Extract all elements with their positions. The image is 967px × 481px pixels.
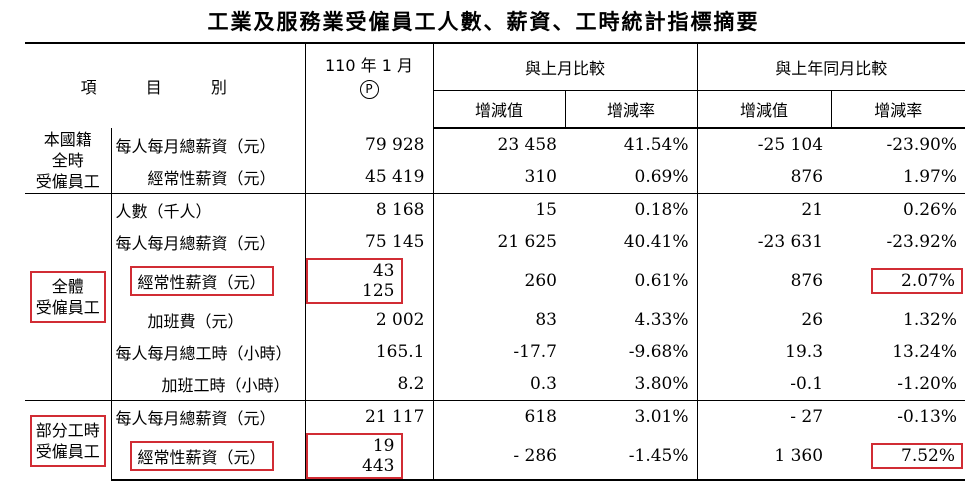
- yoy-change-rate: -0.13%: [831, 400, 966, 433]
- highlight-box: 部分工時 受僱員工: [29, 414, 106, 467]
- statistics-table: 項 目 別 110 年 1 月 P 與上月比較 與上年同月比較 增減值 增減率 …: [25, 42, 966, 481]
- mom-change-rate: 0.69%: [634, 167, 689, 187]
- period-value: 79 928: [304, 128, 433, 161]
- mom-change-rate: 3.01%: [565, 400, 698, 433]
- table-row: 加班費（元） 2 002 83 4.33% 26 1.32%: [25, 304, 965, 336]
- table-row: 本國籍 全時 受僱員工 每人每月總薪資（元） 79 928 23 458 41.54…: [25, 128, 965, 194]
- table-row: 全體 受僱員工 人數（千人） 8 168 15 0.18% 21 0.26%: [25, 193, 966, 401]
- period-value: 165.1: [304, 336, 433, 368]
- yoy-change-rate: -23.92%: [886, 232, 958, 252]
- table-row: 經常性薪資（元） 45 419 310 0.69% 876 1.97%: [25, 161, 965, 194]
- row-item: 經常性薪資（元）: [111, 258, 305, 304]
- yoy-change-rate: 13.24%: [892, 342, 958, 362]
- row-item: 加班工時（小時）: [161, 376, 290, 395]
- group-label-parttime: 部分工時 受僱員工: [25, 400, 112, 480]
- yoy-change-rate: 1.32%: [903, 310, 958, 330]
- table-row: 經常性薪資（元） 43 125 260 0.61% 876 2.07%: [25, 258, 965, 304]
- table-row: 部分工時 受僱員工 每人每月總薪資（元） 21 117 618 3.01% - 2…: [25, 400, 966, 480]
- mom-change-rate: 41.54%: [623, 135, 689, 155]
- row-item: 每人每月總薪資（元）: [115, 234, 276, 253]
- period-column-header: 110 年 1 月 P: [304, 42, 433, 128]
- table-row: 每人每月總工時（小時） 165.1 -17.7 -9.68% 19.3 13.2…: [25, 336, 965, 368]
- mom-change-rate-header: 增減率: [564, 90, 698, 129]
- row-item: 人數（千人）: [111, 193, 305, 226]
- period-value: 2 002: [304, 304, 433, 336]
- highlight-box: 19 443: [305, 433, 403, 479]
- mom-change-value-header: 增減值: [432, 90, 565, 129]
- table-row: 每人每月總薪資（元） 75 145 21 625 40.41% -23 631 …: [25, 226, 965, 258]
- highlight-box: 43 125: [305, 258, 403, 304]
- table-row: 經常性薪資（元） 19 443 - 286 -1.45% 1 360 7.52%: [25, 433, 966, 481]
- mom-change-rate: -9.68%: [628, 342, 689, 362]
- report-title: 工業及服務業受僱員工人數、薪資、工時統計指標摘要: [207, 10, 760, 34]
- yoy-change-value: 876: [696, 161, 832, 194]
- mom-change-value: - 286: [432, 433, 565, 481]
- period-value: 8 168: [304, 193, 433, 226]
- yoy-change-value: -0.1: [696, 368, 832, 401]
- highlight-box: 2.07%: [871, 268, 964, 294]
- yoy-change-rate: 1.97%: [903, 167, 958, 187]
- highlight-box: 經常性薪資（元）: [129, 441, 274, 471]
- highlight-box: 7.52%: [871, 443, 964, 469]
- period-value: 43 125: [304, 258, 433, 304]
- mom-change-value: 310: [432, 161, 565, 194]
- period-value: 19 443: [304, 433, 433, 481]
- highlight-box: 全體 受僱員工: [29, 271, 106, 323]
- item-column-header: 項 目 別: [25, 42, 305, 128]
- yoy-change-value: -23 631: [696, 226, 832, 258]
- group-label-all-employees: 全體 受僱員工: [25, 193, 112, 401]
- row-item: 每人每月總薪資（元）: [115, 136, 276, 156]
- mom-change-rate: 3.80%: [634, 374, 689, 394]
- row-item: 加班費（元）: [147, 312, 244, 331]
- preliminary-mark-icon: P: [359, 80, 379, 99]
- period-value: 21 117: [304, 400, 433, 433]
- mom-change-rate: -1.45%: [565, 433, 698, 481]
- period-value: 45 419: [304, 161, 433, 194]
- yoy-change-value-header: 增減值: [696, 90, 832, 129]
- period-value: 75 145: [304, 226, 433, 258]
- yoy-change-value: 26: [696, 304, 832, 336]
- mom-change-rate: 0.61%: [634, 271, 689, 291]
- yoy-change-value: -25 104: [696, 128, 832, 161]
- mom-change-rate: 0.18%: [565, 193, 698, 226]
- period-value: 8.2: [304, 368, 433, 401]
- yoy-change-rate: 0.26%: [831, 193, 966, 226]
- mom-change-rate: 40.41%: [623, 232, 689, 252]
- yoy-change-value: 19.3: [696, 336, 832, 368]
- mom-change-value: 21 625: [432, 226, 565, 258]
- mom-change-rate: 4.33%: [634, 310, 689, 330]
- mom-group-header: 與上月比較: [432, 42, 698, 91]
- mom-change-value: 83: [432, 304, 565, 336]
- yoy-change-value: 876: [696, 258, 832, 304]
- yoy-change-rate-header: 增減率: [830, 90, 966, 129]
- yoy-change-rate: -1.20%: [897, 374, 958, 394]
- group-label-fulltime-domestic: 本國籍 全時 受僱員工: [25, 128, 112, 194]
- row-item: 經常性薪資（元）: [111, 433, 305, 481]
- yoy-group-header: 與上年同月比較: [696, 42, 966, 91]
- yoy-change-value: 1 360: [696, 433, 832, 481]
- row-item: 經常性薪資（元）: [147, 169, 276, 188]
- mom-change-value: 260: [432, 258, 565, 304]
- row-item: 每人每月總薪資（元）: [111, 400, 305, 433]
- mom-change-value: 0.3: [432, 368, 565, 401]
- row-item: 每人每月總工時（小時）: [115, 344, 292, 363]
- period-label: 110 年 1 月: [325, 56, 413, 75]
- mom-change-value: -17.7: [432, 336, 565, 368]
- yoy-change-value: - 27: [696, 400, 832, 433]
- yoy-change-rate: -23.90%: [886, 135, 958, 155]
- mom-change-value: 15: [432, 193, 565, 226]
- yoy-change-rate: 2.07%: [831, 258, 965, 304]
- mom-change-value: 23 458: [432, 128, 565, 161]
- mom-change-value: 618: [432, 400, 565, 433]
- table-row: 加班工時（小時） 8.2 0.3 3.80% -0.1 -1.20%: [25, 368, 965, 401]
- highlight-box: 經常性薪資（元）: [129, 266, 274, 296]
- yoy-change-value: 21: [696, 193, 832, 226]
- yoy-change-rate: 7.52%: [831, 433, 966, 481]
